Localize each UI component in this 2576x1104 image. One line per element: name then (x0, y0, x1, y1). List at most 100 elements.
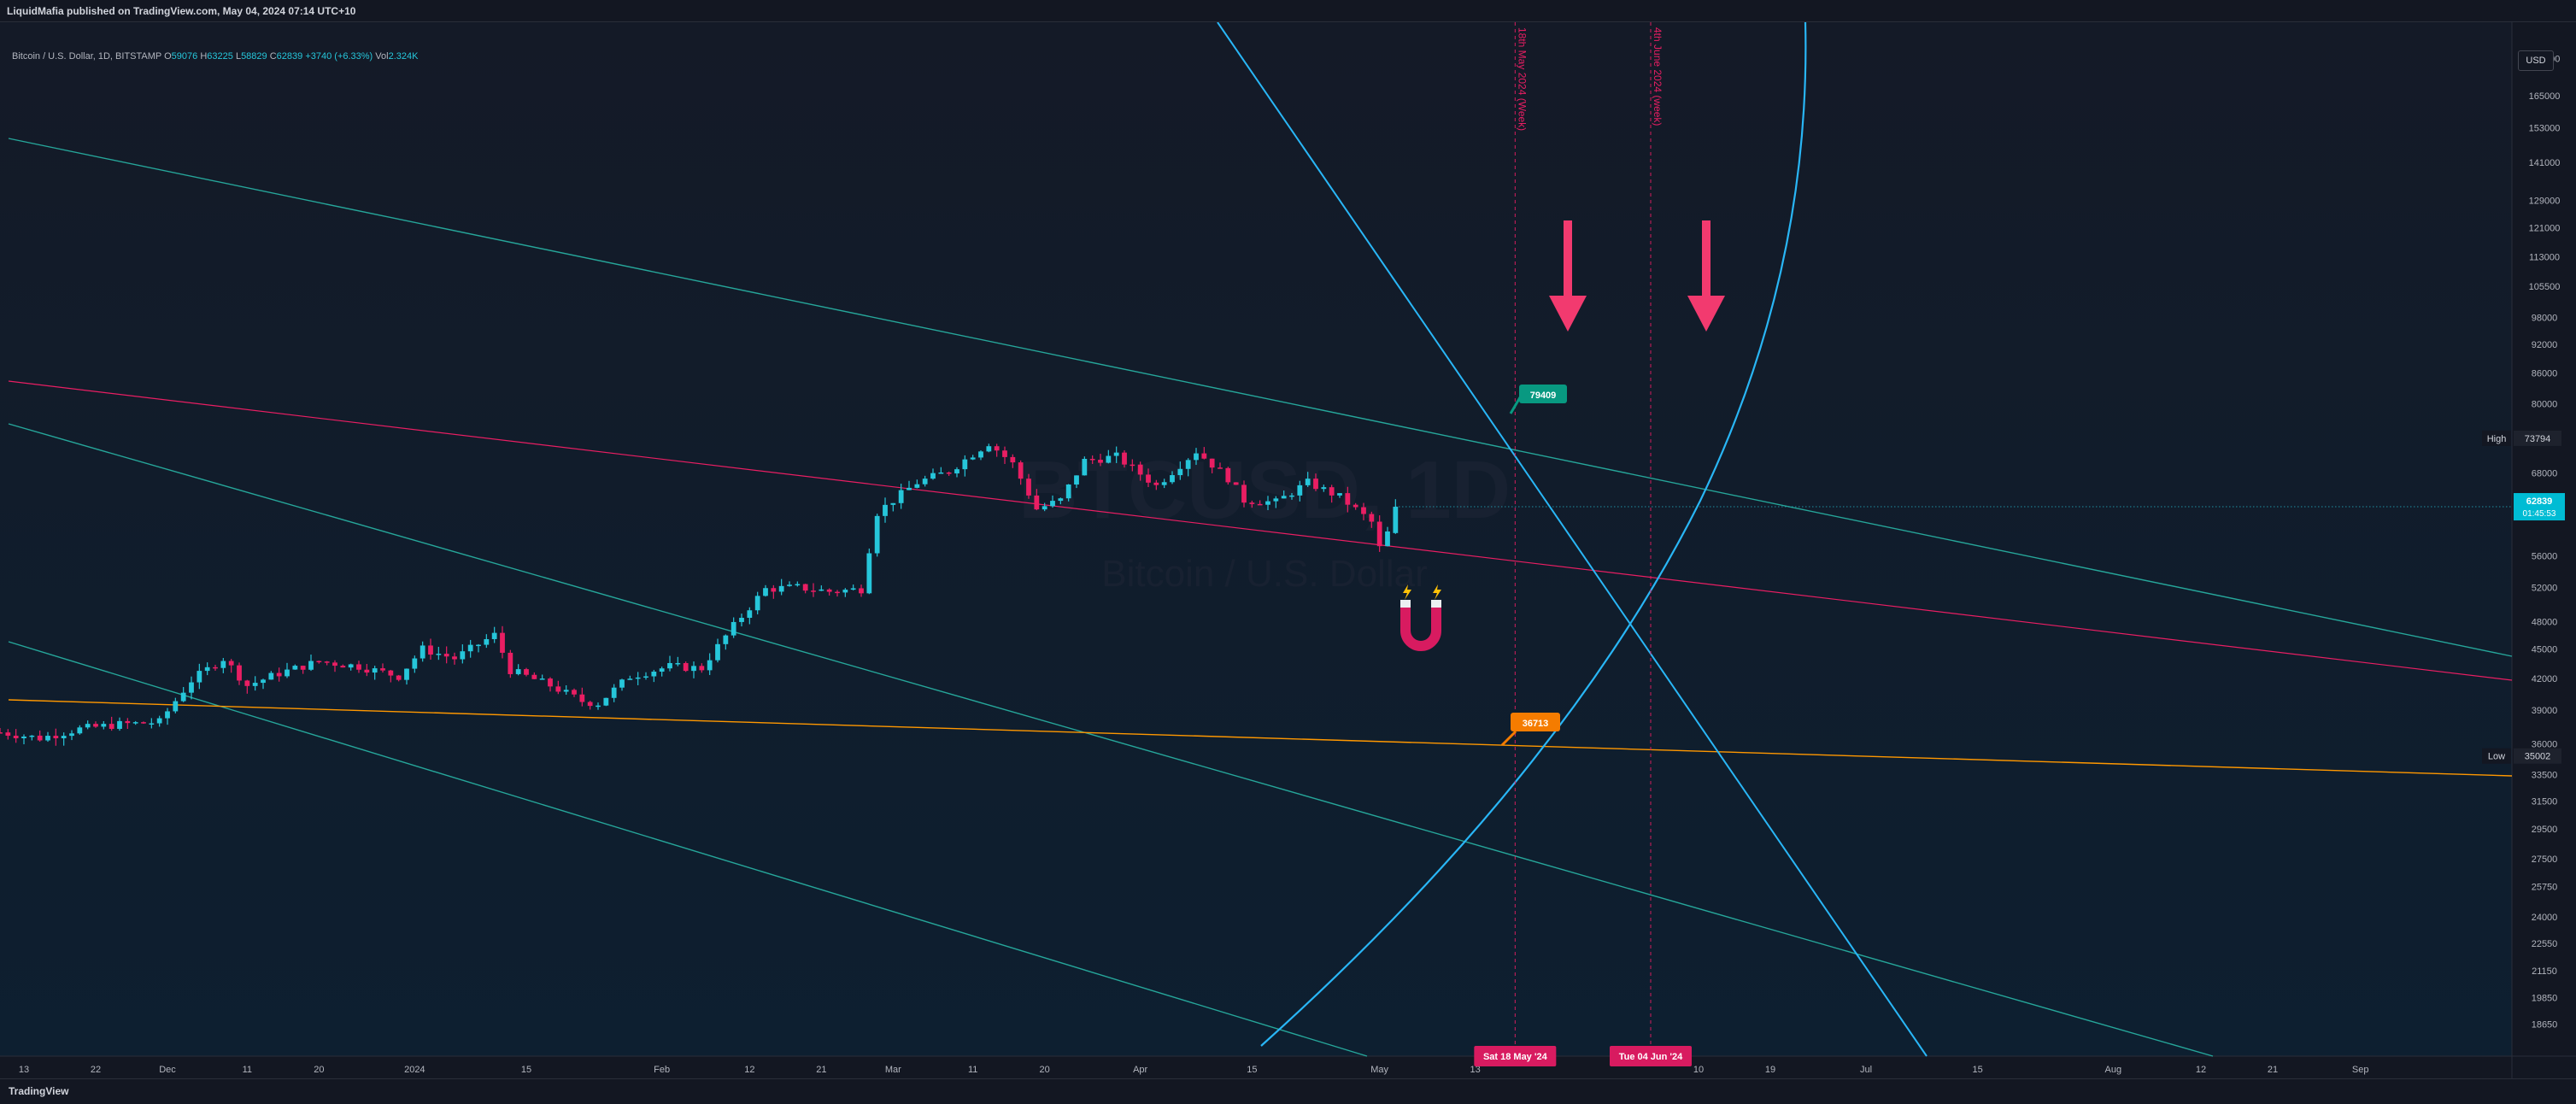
candle (1082, 456, 1088, 476)
candle (970, 455, 976, 461)
candle-body (994, 446, 1000, 451)
candle-body (795, 584, 801, 586)
candle-body (930, 473, 936, 479)
candle-body (643, 676, 648, 678)
candle (859, 584, 864, 597)
candle-body (1058, 498, 1064, 502)
candlestick-chart[interactable]: BTCUSD, 1D Bitcoin / U.S. Dollar 18th Ma… (0, 22, 2576, 1103)
candle (308, 655, 314, 672)
candle-body (300, 666, 306, 670)
time-tick-label: 13 (19, 1065, 29, 1075)
candle (946, 471, 952, 476)
candle-body (802, 584, 808, 591)
candle-body (1153, 482, 1159, 485)
candle-body (954, 469, 959, 474)
candle (907, 480, 912, 490)
candle (1026, 473, 1031, 499)
candle (1065, 484, 1071, 502)
arrow-june[interactable] (1687, 220, 1725, 332)
candle (132, 720, 138, 725)
candle-body (1034, 495, 1040, 510)
arrow-may[interactable] (1549, 220, 1587, 332)
candle-body (276, 672, 282, 677)
candle (1225, 467, 1231, 485)
candle (316, 661, 322, 664)
candle (922, 475, 928, 487)
price-tick-label: 36000 (2532, 740, 2558, 750)
channel-line-lower[interactable] (8, 641, 1368, 1057)
candle (1161, 479, 1167, 489)
candle (508, 649, 513, 678)
candle-body (603, 697, 609, 706)
price-axis[interactable]: 1800001650001530001410001290001210001130… (1395, 54, 2565, 1031)
candle-body (244, 680, 250, 686)
candle (396, 674, 402, 682)
channel-line-middle[interactable] (8, 423, 2214, 1057)
high-marker-tag (2482, 430, 2511, 446)
watermark: BTCUSD, 1D Bitcoin / U.S. Dollar (1018, 444, 1511, 595)
pink-trend-line[interactable] (8, 380, 2513, 681)
candle-body (213, 667, 218, 669)
candle-body (1289, 495, 1294, 497)
price-tick-label: 48000 (2532, 617, 2558, 627)
candle (300, 665, 306, 674)
candle-body (491, 632, 497, 639)
candle-body (754, 596, 760, 611)
tradingview-logo[interactable]: TradingView (9, 1085, 69, 1097)
candle-body (1225, 467, 1231, 483)
pink-arrows[interactable] (1549, 220, 1725, 332)
price-callouts[interactable]: 79409 36713 (1500, 385, 1567, 747)
candle-body (1376, 521, 1382, 547)
magnet-pole-right (1431, 600, 1441, 608)
high-marker-badge[interactable] (2514, 430, 2561, 446)
published-text: LiquidMafia published on TradingView.com… (7, 5, 356, 17)
legend-low-label: L (235, 51, 242, 62)
price-tick-label: 105500 (2529, 282, 2561, 292)
candle (747, 607, 753, 625)
time-tick-label: 12 (2196, 1065, 2206, 1075)
candle-body (978, 451, 983, 458)
candle (1345, 486, 1351, 513)
candle (572, 688, 577, 697)
low-marker-value: 35002 (2525, 752, 2551, 762)
magnet-spark-left (1403, 584, 1411, 600)
candle-body (476, 644, 481, 647)
symbol-legend[interactable]: Bitcoin / U.S. Dollar, 1D, BITSTAMP O590… (12, 51, 418, 62)
price-tick-label: 80000 (2532, 400, 2558, 410)
low-marker-badge[interactable] (2514, 748, 2561, 764)
channel-line-upper[interactable] (8, 138, 2513, 657)
candle (101, 720, 107, 730)
candle-body (946, 472, 952, 474)
candle-body (45, 736, 50, 741)
candle-body (1209, 458, 1215, 468)
candle (500, 625, 505, 659)
candle-body (197, 671, 202, 683)
time-axis[interactable]: 13 22 Dec 11 20 2024 15 Feb 12 21 Mar 11 20 Apr 15 May 1… (19, 1046, 2369, 1075)
candle (1313, 473, 1318, 491)
time-markers[interactable]: 18th May 2024 (Week) 4th June 2024 (week) (1514, 22, 1664, 1056)
currency-button[interactable]: USD (2518, 50, 2554, 71)
callout-36713-box[interactable] (1511, 713, 1560, 731)
candle (285, 662, 290, 678)
orange-support-line[interactable] (8, 699, 2513, 777)
candle-body (1345, 493, 1351, 505)
candle-body (77, 727, 83, 734)
trend-lines[interactable] (8, 22, 2513, 1057)
candle-body (268, 672, 274, 680)
callout-79409-box[interactable] (1519, 385, 1567, 403)
candle (890, 502, 896, 512)
candle-body (285, 669, 290, 677)
candle (962, 455, 968, 477)
price-tick-label: 29500 (2532, 825, 2558, 835)
blue-diagonal-line[interactable] (1217, 22, 1928, 1057)
candle-body (500, 632, 505, 653)
candle (1273, 496, 1279, 508)
current-price-badge[interactable] (2514, 493, 2565, 521)
current-price-label: 62839 (2526, 496, 2553, 507)
candle-body (883, 504, 888, 516)
candle-body (778, 585, 784, 592)
blue-arc[interactable] (1260, 22, 1807, 1047)
candle (1122, 449, 1127, 468)
candle-body (659, 668, 665, 672)
chart-area[interactable]: BTCUSD, 1D Bitcoin / U.S. Dollar 18th Ma… (0, 22, 2576, 1103)
